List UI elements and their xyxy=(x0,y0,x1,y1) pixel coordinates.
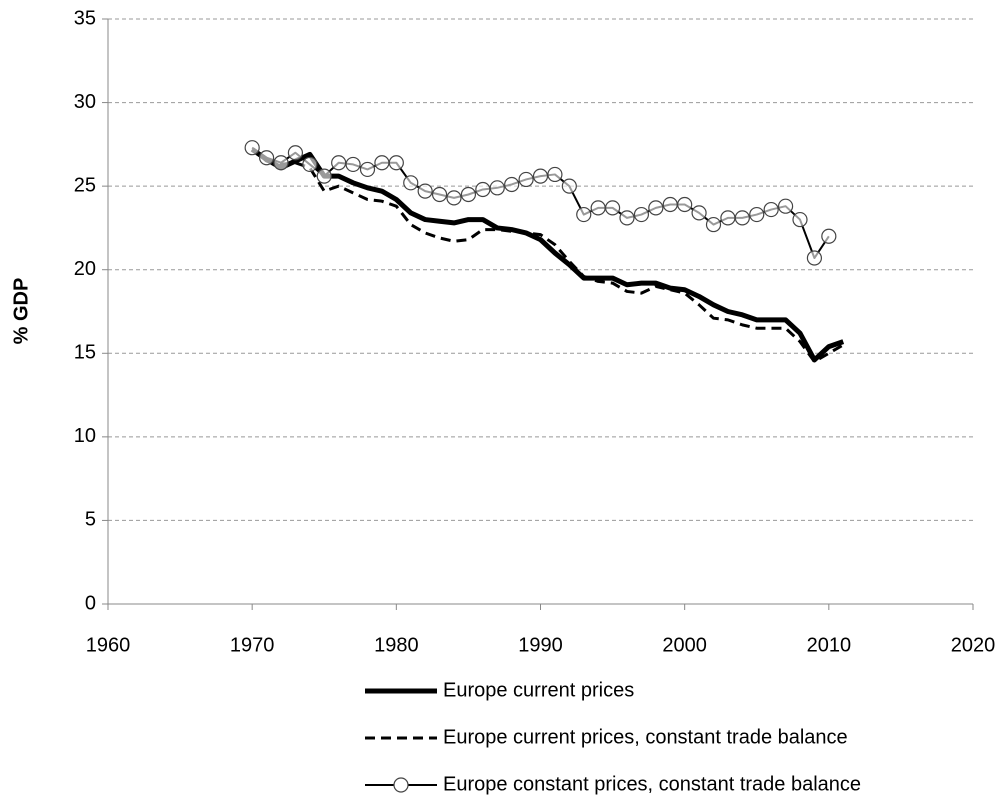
marker xyxy=(460,186,477,203)
marker xyxy=(287,145,304,161)
marker xyxy=(431,186,448,203)
marker xyxy=(518,171,534,188)
y-tick-label: 15 xyxy=(74,342,96,364)
marker xyxy=(561,178,577,194)
marker xyxy=(345,156,361,173)
marker xyxy=(806,250,823,266)
marker xyxy=(749,206,765,223)
marker xyxy=(273,155,289,171)
marker xyxy=(374,155,390,171)
marker xyxy=(258,150,275,166)
marker xyxy=(619,210,635,226)
x-tick-label: 1990 xyxy=(518,634,563,656)
marker xyxy=(532,168,549,184)
marker xyxy=(633,206,650,223)
marker xyxy=(576,206,592,223)
marker xyxy=(763,201,779,218)
marker xyxy=(547,166,563,183)
marker xyxy=(302,156,318,173)
marker xyxy=(489,180,505,196)
x-tick-label: 2020 xyxy=(951,634,996,656)
marker xyxy=(388,155,404,171)
y-axis-label: % GDP xyxy=(10,278,32,345)
x-tick-label: 1970 xyxy=(230,634,275,656)
x-tick-label: 2010 xyxy=(807,634,852,656)
legend-label: Europe current prices, constant trade ba… xyxy=(443,726,848,748)
y-tick-label: 20 xyxy=(74,258,96,280)
marker xyxy=(777,198,794,214)
marker xyxy=(331,155,347,171)
y-tick-label: 0 xyxy=(85,592,96,614)
marker xyxy=(316,168,332,184)
y-tick-label: 35 xyxy=(74,7,96,29)
y-tick-label: 30 xyxy=(74,91,96,113)
marker xyxy=(734,210,750,226)
marker xyxy=(662,196,678,213)
marker xyxy=(504,176,520,193)
marker xyxy=(720,210,736,226)
series-line xyxy=(251,148,845,364)
marker xyxy=(359,161,376,178)
y-tick-label: 5 xyxy=(85,509,96,531)
marker xyxy=(821,228,837,244)
series-line xyxy=(250,147,845,363)
marker xyxy=(691,205,707,221)
legend-marker xyxy=(393,777,409,793)
marker xyxy=(648,200,664,216)
y-tick-label: 25 xyxy=(74,174,96,196)
marker xyxy=(403,175,419,191)
marker xyxy=(604,200,621,216)
marker xyxy=(677,196,693,213)
y-tick-label: 10 xyxy=(74,425,96,447)
marker xyxy=(244,140,260,156)
marker xyxy=(475,181,491,198)
legend-label: Europe current prices xyxy=(443,679,634,701)
x-tick-label: 1960 xyxy=(86,634,131,656)
marker xyxy=(417,183,433,199)
legend-label: Europe constant prices, constant trade b… xyxy=(443,773,861,795)
marker xyxy=(792,211,808,228)
marker xyxy=(446,190,462,206)
x-tick-label: 2000 xyxy=(662,634,707,656)
x-tick-label: 1980 xyxy=(374,634,419,656)
marker xyxy=(705,216,722,233)
marker xyxy=(590,200,606,216)
